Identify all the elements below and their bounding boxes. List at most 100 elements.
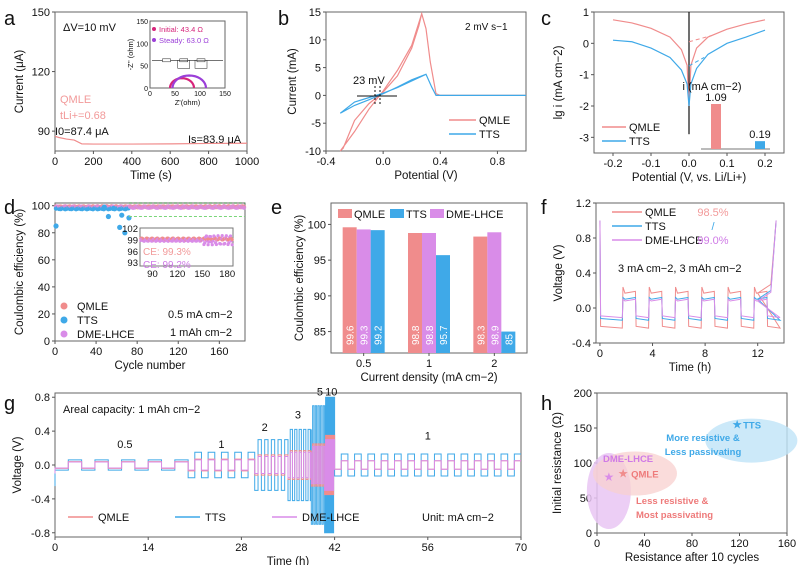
inset-x-tick-label: 90 bbox=[147, 269, 158, 280]
point-qmle: ★ bbox=[618, 467, 629, 481]
x-tick-label: 160 bbox=[210, 346, 228, 358]
legend-label-dme-lhce: DME-LHCE bbox=[446, 209, 503, 221]
y-tick-label: 0.0 bbox=[576, 303, 591, 315]
y-tick-label: 5 bbox=[315, 63, 321, 75]
legend-label-dme-lhce: DME-LHCE bbox=[77, 329, 134, 341]
inset-x-tick-label: 150 bbox=[194, 269, 210, 280]
point-tts bbox=[105, 213, 112, 220]
legend-label-tts: TTS bbox=[205, 512, 226, 524]
x-tick-label: 200 bbox=[84, 156, 102, 168]
y-tick-label: 0 bbox=[315, 90, 321, 102]
bar-value-label: 98.9 bbox=[490, 325, 501, 345]
inset-bar-tts bbox=[755, 141, 765, 149]
bar-value-label: 98.3 bbox=[476, 325, 487, 345]
y-tick-label: -0.4 bbox=[31, 494, 50, 506]
bar-value-label: 95.7 bbox=[439, 325, 450, 345]
bar-value-label: 99.3 bbox=[360, 325, 371, 345]
x-axis-label: Potential (V) bbox=[394, 170, 457, 182]
panel-b: -0.4 0.0 0.4 0.8 -10 -5 0 5 10 15 Potential (V) Cur… bbox=[287, 7, 527, 182]
inset-y-tick-label: 50 bbox=[140, 64, 148, 71]
y-tick-label: 100 bbox=[574, 458, 592, 470]
point-tts bbox=[122, 230, 128, 236]
legend-marker-dme-lhce bbox=[60, 330, 68, 338]
rate-label: 3 bbox=[295, 409, 301, 421]
legend-label-dme-lhce: DME-LHCE bbox=[645, 235, 702, 247]
y-tick-label: -3 bbox=[579, 132, 589, 144]
annotation-areal-capacity: Areal capacity: 1 mAh cm−2 bbox=[63, 404, 200, 416]
point-tts bbox=[53, 223, 59, 229]
tafel-fit-qmle bbox=[688, 35, 712, 43]
legend-label-tts: TTS bbox=[77, 315, 98, 327]
y-tick-label: 0 bbox=[44, 336, 50, 348]
inset-point-dme-lhce bbox=[223, 241, 227, 246]
plot-frame bbox=[325, 11, 527, 152]
inset-bar-title: i (mA cm−2) bbox=[683, 81, 742, 93]
x-tick-label: 0.8 bbox=[490, 156, 505, 168]
y-axis-label: Current (μA) bbox=[14, 50, 26, 114]
x-axis-label: Time (s) bbox=[130, 170, 172, 182]
y-tick-label: 200 bbox=[574, 388, 592, 400]
inset-point-qmle bbox=[230, 237, 234, 242]
y-tick-label: 95 bbox=[314, 255, 326, 267]
inset-x-tick-label: 0 bbox=[148, 91, 152, 98]
panel-d: 0 40 80 120 160 0 20 40 60 80 100 Cycle number Coulo… bbox=[14, 201, 247, 372]
legend-label-tts: TTS bbox=[629, 136, 650, 148]
legend-swatch-tts bbox=[390, 209, 404, 218]
y-tick-label: 0.4 bbox=[576, 268, 591, 280]
bar-qmle bbox=[408, 233, 422, 353]
inset-x-tick-label: 180 bbox=[219, 269, 235, 280]
y-tick-label: 0.8 bbox=[35, 392, 50, 404]
y-tick-label: 90 bbox=[38, 126, 50, 138]
inset-x-tick-label: 50 bbox=[171, 91, 179, 98]
x-tick-label: 0.4 bbox=[433, 156, 448, 168]
bar-value-label: 99.6 bbox=[346, 325, 357, 345]
inset-point-dme-lhce bbox=[210, 243, 214, 247]
y-axis-label: Initial resistance (Ω) bbox=[552, 412, 564, 514]
circuit-cpe bbox=[194, 60, 208, 69]
bar-dme-lhce bbox=[487, 232, 502, 353]
bar-tts bbox=[436, 255, 450, 353]
x-tick-label: 0.2 bbox=[757, 158, 772, 170]
x-tick-label: 28 bbox=[235, 542, 247, 554]
y-tick-label: -2 bbox=[579, 101, 589, 113]
annotation-capacity: 1 mAh cm−2 bbox=[170, 327, 232, 339]
inset-y-tick-label: 96 bbox=[127, 247, 138, 258]
inset-x-tick-label: 120 bbox=[169, 269, 185, 280]
y-axis-label: Voltage (V) bbox=[553, 244, 565, 301]
inset-legend-marker bbox=[152, 38, 156, 42]
annotation-transference: tLi+=0.68 bbox=[60, 110, 106, 122]
annotation-unit: Unit: mA cm−2 bbox=[422, 512, 494, 524]
panel-g: 0 14 28 42 56 70 -0.8 -0.4 0.0 0.4 0.8 Time (h) Volt… bbox=[12, 387, 527, 565]
inset-x-label: Z'(ohm) bbox=[175, 98, 201, 107]
legend-label-qmle: QMLE bbox=[98, 512, 129, 524]
inset-y-tick-label: 100 bbox=[136, 41, 148, 48]
label-dme-lhce: DME-LHCE bbox=[603, 454, 653, 465]
x-tick-label: 600 bbox=[161, 156, 179, 168]
inset-x-tick-label: 150 bbox=[219, 91, 231, 98]
series-qmle bbox=[54, 135, 248, 145]
x-tick-label: 2 bbox=[491, 358, 497, 370]
label-more-resistive: More resistive & bbox=[666, 433, 740, 444]
x-tick-label: 0 bbox=[52, 346, 58, 358]
y-tick-label: 150 bbox=[574, 423, 592, 435]
x-tick-label: 80 bbox=[686, 538, 698, 550]
x-tick-label: 120 bbox=[169, 346, 187, 358]
annotation-scan-rate: 2 mV s−1 bbox=[465, 22, 508, 33]
inset-point-dme-lhce bbox=[228, 234, 233, 238]
rate-label: 0.5 bbox=[117, 439, 132, 451]
y-tick-label: -1 bbox=[579, 70, 589, 82]
inset-y-tick-label: 99 bbox=[127, 235, 138, 246]
inset-point-dme-lhce bbox=[204, 234, 209, 238]
x-tick-label: 0 bbox=[597, 348, 603, 360]
legend-label-dme-lhce: DME-LHCE bbox=[302, 512, 359, 524]
inset-x-tick-label: 100 bbox=[194, 91, 206, 98]
y-tick-label: 0.8 bbox=[576, 233, 591, 245]
y-tick-label: 120 bbox=[32, 67, 50, 79]
y-tick-label: 60 bbox=[38, 255, 50, 267]
panel-label-f: f bbox=[541, 197, 547, 219]
point-tts: ★ bbox=[732, 418, 743, 432]
x-tick-label: 56 bbox=[422, 542, 434, 554]
x-axis-label: Resistance after 10 cycles bbox=[625, 552, 759, 564]
